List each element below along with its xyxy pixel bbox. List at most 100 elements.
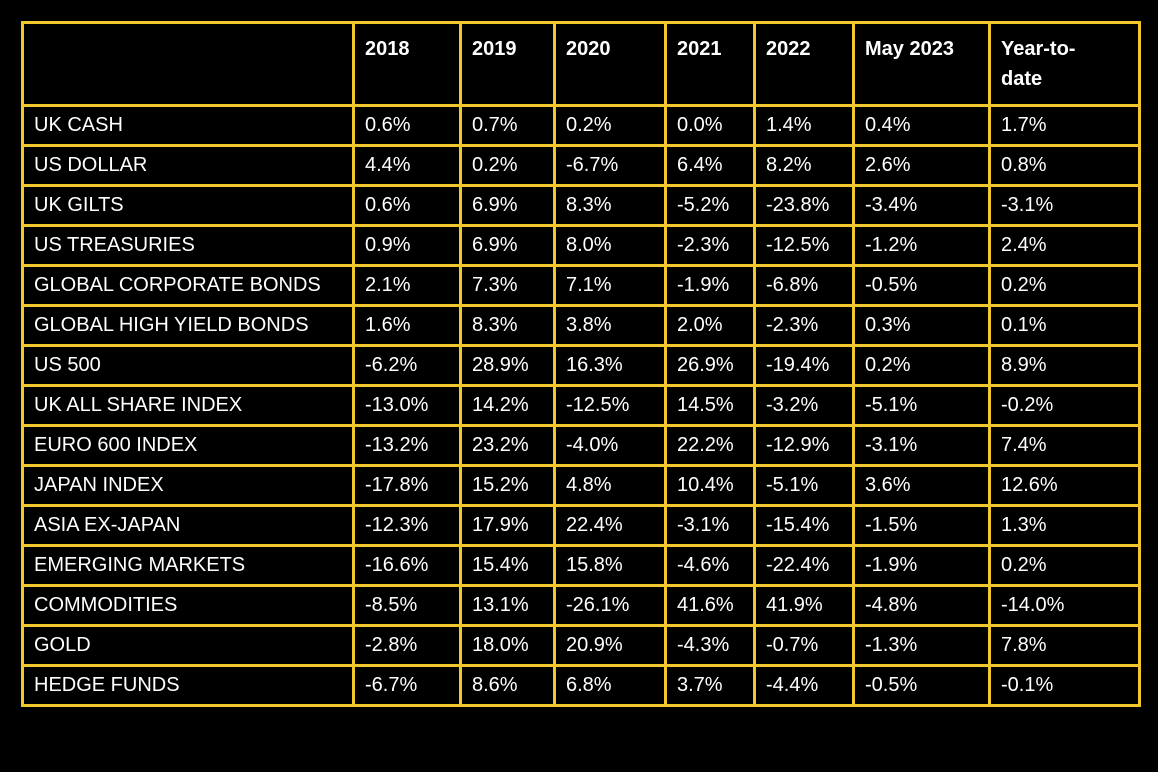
table-cell: 7.1% xyxy=(553,264,667,307)
table-cell: 15.4% xyxy=(459,544,556,587)
table-cell: 0.0% xyxy=(664,104,756,147)
returns-table: 2018 2019 2020 2021 2022 May 2023 Year-t… xyxy=(21,21,1141,707)
table-cell: 22.4% xyxy=(553,504,667,547)
table-cell: -0.5% xyxy=(852,664,991,707)
table-cell: 10.4% xyxy=(664,464,756,507)
table-cell: 8.3% xyxy=(459,304,556,347)
row-label: JAPAN INDEX xyxy=(21,464,355,507)
table-cell: 16.3% xyxy=(553,344,667,387)
table-cell: 12.6% xyxy=(988,464,1141,507)
table-cell: 2.4% xyxy=(988,224,1141,267)
table-cell: 0.2% xyxy=(459,144,556,187)
table-cell: 15.2% xyxy=(459,464,556,507)
table-cell: -15.4% xyxy=(753,504,855,547)
row-label: HEDGE FUNDS xyxy=(21,664,355,707)
table-cell: -4.0% xyxy=(553,424,667,467)
header-ytd-line-1: Year-to- xyxy=(1001,38,1076,60)
table-cell: -5.1% xyxy=(852,384,991,427)
row-label: EMERGING MARKETS xyxy=(21,544,355,587)
row-label: UK ALL SHARE INDEX xyxy=(21,384,355,427)
table-cell: -6.8% xyxy=(753,264,855,307)
table-cell: -6.7% xyxy=(352,664,462,707)
table-cell: 2.1% xyxy=(352,264,462,307)
table-cell: 2.6% xyxy=(852,144,991,187)
table-cell: -1.9% xyxy=(852,544,991,587)
row-label: UK GILTS xyxy=(21,184,355,227)
table-cell: -3.1% xyxy=(988,184,1141,227)
table-cell: -3.1% xyxy=(852,424,991,467)
table-cell: 15.8% xyxy=(553,544,667,587)
table-cell: 1.7% xyxy=(988,104,1141,147)
header-cell-2020: 2020 xyxy=(553,21,667,107)
table-cell: -12.9% xyxy=(753,424,855,467)
table-cell: 20.9% xyxy=(553,624,667,667)
table-cell: 41.6% xyxy=(664,584,756,627)
table-row: US 500 -6.2% 28.9% 16.3% 26.9% -19.4% 0.2% 8.9% xyxy=(21,344,1141,387)
row-label: COMMODITIES xyxy=(21,584,355,627)
table-row: GLOBAL HIGH YIELD BONDS 1.6% 8.3% 3.8% 2.0% -… xyxy=(21,304,1141,347)
table-row: US TREASURIES 0.9% 6.9% 8.0% -2.3% -12.5% -1.2… xyxy=(21,224,1141,267)
table-cell: 3.8% xyxy=(553,304,667,347)
table-cell: 1.4% xyxy=(753,104,855,147)
table-cell: 4.4% xyxy=(352,144,462,187)
table-cell: 0.1% xyxy=(988,304,1141,347)
table-cell: 6.8% xyxy=(553,664,667,707)
table-cell: 18.0% xyxy=(459,624,556,667)
table-row: COMMODITIES -8.5% 13.1% -26.1% 41.6% 41.9% -4.… xyxy=(21,584,1141,627)
table-cell: -23.8% xyxy=(753,184,855,227)
table-cell: -1.9% xyxy=(664,264,756,307)
table-cell: -3.4% xyxy=(852,184,991,227)
table-cell: 7.4% xyxy=(988,424,1141,467)
table-cell: -0.5% xyxy=(852,264,991,307)
table-cell: -8.5% xyxy=(352,584,462,627)
table-cell: -4.8% xyxy=(852,584,991,627)
table-cell: 8.2% xyxy=(753,144,855,187)
table-cell: 6.9% xyxy=(459,184,556,227)
table-cell: 28.9% xyxy=(459,344,556,387)
table-cell: 8.3% xyxy=(553,184,667,227)
row-label: GLOBAL HIGH YIELD BONDS xyxy=(21,304,355,347)
row-label: US DOLLAR xyxy=(21,144,355,187)
table-cell: -19.4% xyxy=(753,344,855,387)
table-row: UK CASH 0.6% 0.7% 0.2% 0.0% 1.4% 0.4% 1.7% xyxy=(21,104,1141,147)
table-cell: 1.3% xyxy=(988,504,1141,547)
table-cell: 0.2% xyxy=(553,104,667,147)
table-cell: -3.2% xyxy=(753,384,855,427)
table-cell: 0.2% xyxy=(852,344,991,387)
table-cell: 8.6% xyxy=(459,664,556,707)
table-cell: -17.8% xyxy=(352,464,462,507)
table-cell: 7.3% xyxy=(459,264,556,307)
table-cell: 41.9% xyxy=(753,584,855,627)
table-cell: 3.6% xyxy=(852,464,991,507)
header-cell-year-to-date: Year-to-date xyxy=(988,21,1141,107)
table-cell: -1.3% xyxy=(852,624,991,667)
table-cell: -4.6% xyxy=(664,544,756,587)
table-row: UK ALL SHARE INDEX -13.0% 14.2% -12.5% 14.5%… xyxy=(21,384,1141,427)
table-cell: 7.8% xyxy=(988,624,1141,667)
table-row: JAPAN INDEX -17.8% 15.2% 4.8% 10.4% -5.1% 3.6%… xyxy=(21,464,1141,507)
table-cell: 4.8% xyxy=(553,464,667,507)
table-cell: -2.3% xyxy=(664,224,756,267)
table-cell: -3.1% xyxy=(664,504,756,547)
table-cell: -12.5% xyxy=(553,384,667,427)
table-cell: 0.3% xyxy=(852,304,991,347)
table-cell: -5.2% xyxy=(664,184,756,227)
table-cell: -1.5% xyxy=(852,504,991,547)
table-cell: -14.0% xyxy=(988,584,1141,627)
table-body: UK CASH 0.6% 0.7% 0.2% 0.0% 1.4% 0.4% 1.7% US DO… xyxy=(21,104,1141,707)
table-cell: 0.9% xyxy=(352,224,462,267)
table-cell: 23.2% xyxy=(459,424,556,467)
table-row: UK GILTS 0.6% 6.9% 8.3% -5.2% -23.8% -3.4% -3.1… xyxy=(21,184,1141,227)
row-label: ASIA EX-JAPAN xyxy=(21,504,355,547)
table-cell: -0.2% xyxy=(988,384,1141,427)
header-cell-2022: 2022 xyxy=(753,21,855,107)
table-cell: 0.8% xyxy=(988,144,1141,187)
table-cell: -4.4% xyxy=(753,664,855,707)
table-cell: 3.7% xyxy=(664,664,756,707)
row-label: US TREASURIES xyxy=(21,224,355,267)
table-cell: -22.4% xyxy=(753,544,855,587)
header-row: 2018 2019 2020 2021 2022 May 2023 Year-t… xyxy=(21,21,1141,107)
header-cell-2018: 2018 xyxy=(352,21,462,107)
table-cell: -2.3% xyxy=(753,304,855,347)
row-label: GLOBAL CORPORATE BONDS xyxy=(21,264,355,307)
